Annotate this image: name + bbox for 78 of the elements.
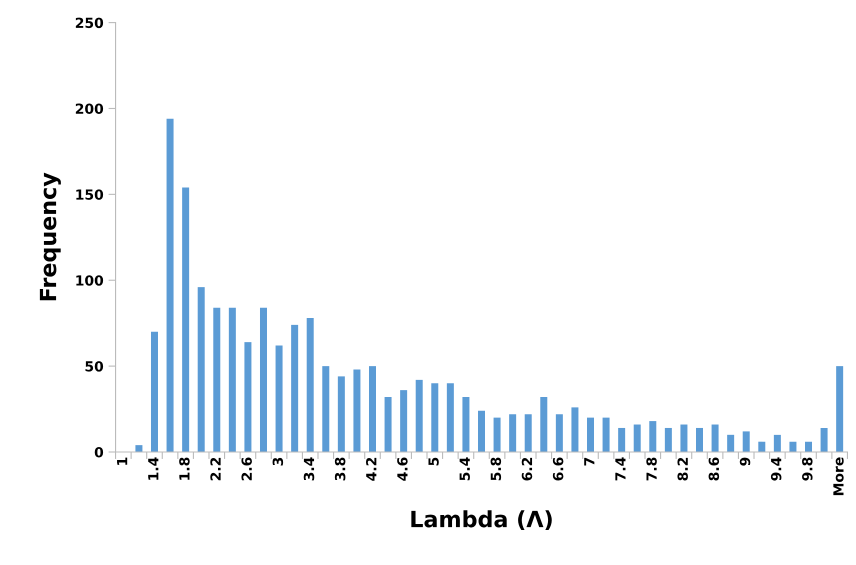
bar [338, 376, 345, 452]
y-axis-title: Frequency [40, 172, 61, 300]
bar [742, 431, 750, 452]
bar [198, 287, 205, 452]
x-tick-label: 6.2 [522, 458, 532, 480]
bar [260, 308, 267, 452]
bar [494, 418, 501, 452]
bar [150, 332, 158, 452]
x-tick-label: 2.6 [241, 457, 252, 480]
bar [431, 383, 438, 452]
y-tick-label: 200 [76, 103, 104, 114]
x-tick-label: 1.4 [148, 457, 158, 480]
bar [758, 442, 766, 452]
bar [571, 407, 578, 452]
bar [166, 118, 174, 452]
x-tick-label: 3.4 [304, 457, 314, 480]
bar [774, 434, 781, 452]
x-tick-label: 7 [584, 458, 594, 466]
x-tick-label: 6.6 [552, 457, 564, 480]
bar [400, 390, 408, 452]
y-tick-label: 100 [76, 275, 104, 286]
x-tick-label: 7.4 [615, 457, 626, 480]
bar [276, 346, 283, 452]
bar [509, 414, 516, 452]
bar [634, 424, 641, 452]
bar [368, 366, 376, 452]
bar [664, 428, 672, 452]
y-tick-label: 150 [76, 189, 104, 200]
x-tick-label: 8.6 [708, 457, 720, 480]
bar [322, 366, 330, 452]
bar [524, 414, 532, 452]
bar [727, 434, 734, 452]
bar [540, 397, 548, 452]
bar [353, 370, 360, 452]
bar [649, 421, 656, 452]
x-tick-label: 9.4 [770, 457, 782, 481]
bar [805, 442, 812, 452]
x-tick-label: 5 [428, 458, 439, 466]
x-tick-label: More [833, 457, 844, 496]
x-tick-label: 5.4 [460, 457, 470, 480]
bar [416, 380, 423, 452]
x-tick-label: 1 [117, 458, 128, 465]
x-tick-label: 4.6 [397, 457, 408, 481]
x-tick-label: 1.8 [179, 458, 190, 480]
bar [135, 445, 142, 452]
bar [213, 308, 220, 452]
bar [384, 397, 392, 452]
x-tick-label: 8.2 [677, 458, 688, 480]
bar [446, 383, 454, 452]
bar [228, 308, 236, 452]
y-tick-label: 50 [86, 361, 104, 372]
bar [556, 414, 563, 452]
bar [696, 428, 704, 452]
bar [182, 187, 190, 452]
x-tick-label: 9.8 [802, 458, 813, 481]
x-tick-label: 9 [740, 458, 750, 466]
bar [602, 418, 610, 452]
x-tick-label: 2.2 [210, 458, 221, 480]
bar [820, 428, 828, 452]
bar [587, 418, 594, 452]
bar [244, 342, 252, 452]
x-tick-label: 3.8 [334, 458, 346, 480]
y-tick-label: 0 [94, 446, 104, 458]
bar [712, 424, 719, 452]
bar [291, 324, 298, 452]
bar [478, 410, 486, 452]
bar [618, 428, 626, 452]
x-axis-title: Lambda (Λ) [411, 510, 552, 530]
bar [306, 318, 314, 452]
y-tick-label: 250 [76, 18, 104, 28]
bar [680, 424, 688, 452]
x-tick-label: 3 [272, 458, 284, 466]
x-tick-label: 7.8 [646, 458, 657, 480]
x-tick-label: 5.8 [490, 458, 502, 480]
bar [789, 442, 796, 452]
bar [462, 397, 470, 452]
x-tick-label: 4.2 [366, 458, 376, 481]
bar [836, 366, 844, 452]
